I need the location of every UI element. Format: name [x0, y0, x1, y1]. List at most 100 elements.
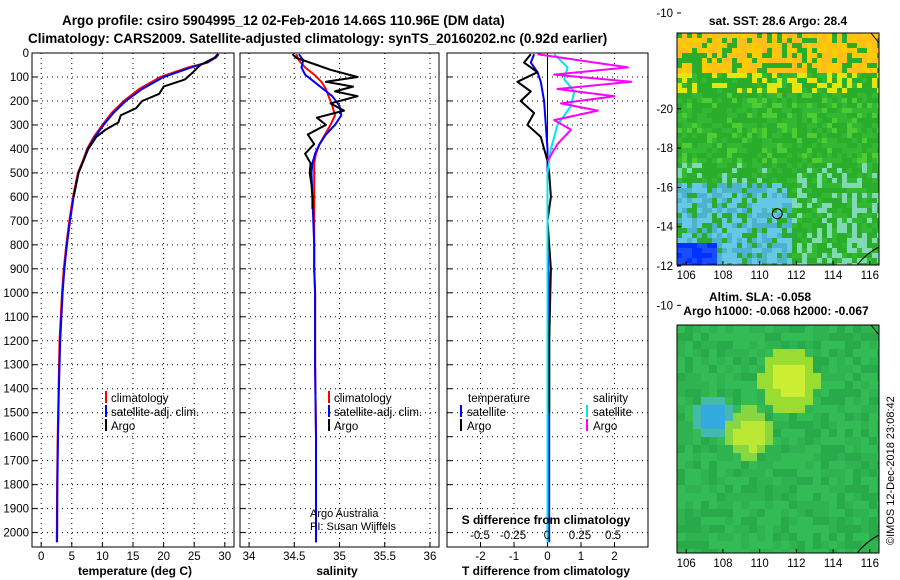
map-cell	[752, 228, 757, 233]
map-cell	[742, 93, 747, 98]
map-cell	[787, 183, 792, 188]
map-cell	[697, 238, 702, 243]
map-cell	[842, 98, 847, 103]
map-cell	[877, 58, 879, 63]
map-cell	[752, 238, 757, 243]
map-cell	[709, 405, 717, 413]
map-cell	[837, 63, 842, 68]
map-cell	[827, 168, 832, 173]
map-cell	[687, 98, 692, 103]
map-cell	[829, 445, 837, 453]
map-cell	[677, 469, 685, 477]
map-cell	[782, 83, 787, 88]
map-cell	[692, 58, 697, 63]
map-cell	[805, 389, 813, 397]
map-cell	[807, 158, 812, 163]
map-cell	[777, 88, 782, 93]
map-cell	[777, 243, 782, 248]
map-cell	[732, 143, 737, 148]
map-cell	[687, 218, 692, 223]
map-cell	[712, 83, 717, 88]
map-cell	[717, 88, 722, 93]
map-cell	[732, 253, 737, 258]
map-cell	[787, 83, 792, 88]
map-cell	[685, 453, 693, 461]
map-cell	[813, 421, 821, 429]
map-cell	[752, 248, 757, 253]
map-cell	[687, 73, 692, 78]
map-cell	[725, 533, 733, 541]
map-cell	[717, 43, 722, 48]
map-cell	[697, 243, 702, 248]
map-cell	[687, 183, 692, 188]
map-cell	[869, 485, 877, 493]
map-cell	[872, 68, 877, 73]
map-cell	[697, 223, 702, 228]
map-cell	[687, 258, 692, 263]
map-cell	[773, 405, 781, 413]
map-cell	[822, 118, 827, 123]
map-cell	[685, 333, 693, 341]
map-cell	[837, 48, 842, 53]
map-cell	[857, 223, 862, 228]
map-cell	[837, 68, 842, 73]
map-cell	[757, 78, 762, 83]
map-cell	[767, 53, 772, 58]
map-cell	[837, 413, 845, 421]
map-cell	[777, 33, 782, 38]
map-cell	[693, 349, 701, 357]
map-cell	[802, 263, 807, 265]
map-cell	[682, 33, 687, 38]
map-cell	[687, 118, 692, 123]
map-cell	[813, 533, 821, 541]
map-cell	[737, 58, 742, 63]
map-cell	[817, 88, 822, 93]
map-cell	[765, 493, 773, 501]
map-cell	[693, 357, 701, 365]
map-cell	[767, 238, 772, 243]
map-cell	[741, 493, 749, 501]
map-cell	[685, 533, 693, 541]
map-cell	[727, 253, 732, 258]
map-cell	[725, 341, 733, 349]
map-cell	[752, 38, 757, 43]
map-cell	[847, 83, 852, 88]
map-cell	[717, 183, 722, 188]
map-cell	[832, 213, 837, 218]
map-cell	[722, 43, 727, 48]
legend-argo: Argo	[111, 421, 135, 433]
map-cell	[725, 469, 733, 477]
map-cell	[857, 173, 862, 178]
map-cell	[773, 501, 781, 509]
panel-salinity: 34 34.5 35 35.5 36	[239, 52, 440, 563]
map-cell	[747, 168, 752, 173]
map-cell	[802, 178, 807, 183]
map-cell	[725, 413, 733, 421]
map-cell	[762, 193, 767, 198]
map-cell	[837, 477, 845, 485]
map-cell	[869, 381, 877, 389]
map-cell	[777, 233, 782, 238]
map-cell	[821, 421, 829, 429]
map-cell	[822, 203, 827, 208]
map-cell	[725, 357, 733, 365]
map-cell	[712, 38, 717, 43]
map-cell	[697, 183, 702, 188]
map-cell	[685, 405, 693, 413]
map-cell	[757, 183, 762, 188]
map-cell	[862, 48, 867, 53]
map-cell	[697, 203, 702, 208]
map-cell	[877, 178, 879, 183]
map-cell	[722, 203, 727, 208]
map-cell	[725, 333, 733, 341]
coastline	[870, 32, 880, 44]
map-cell	[701, 341, 709, 349]
map-cell	[725, 517, 733, 525]
map-cell	[677, 238, 682, 243]
map-cell	[782, 98, 787, 103]
map-cell	[805, 373, 813, 381]
map-cell	[752, 233, 757, 238]
map-cell	[727, 228, 732, 233]
map-cell	[701, 365, 709, 373]
map-cell	[717, 108, 722, 113]
